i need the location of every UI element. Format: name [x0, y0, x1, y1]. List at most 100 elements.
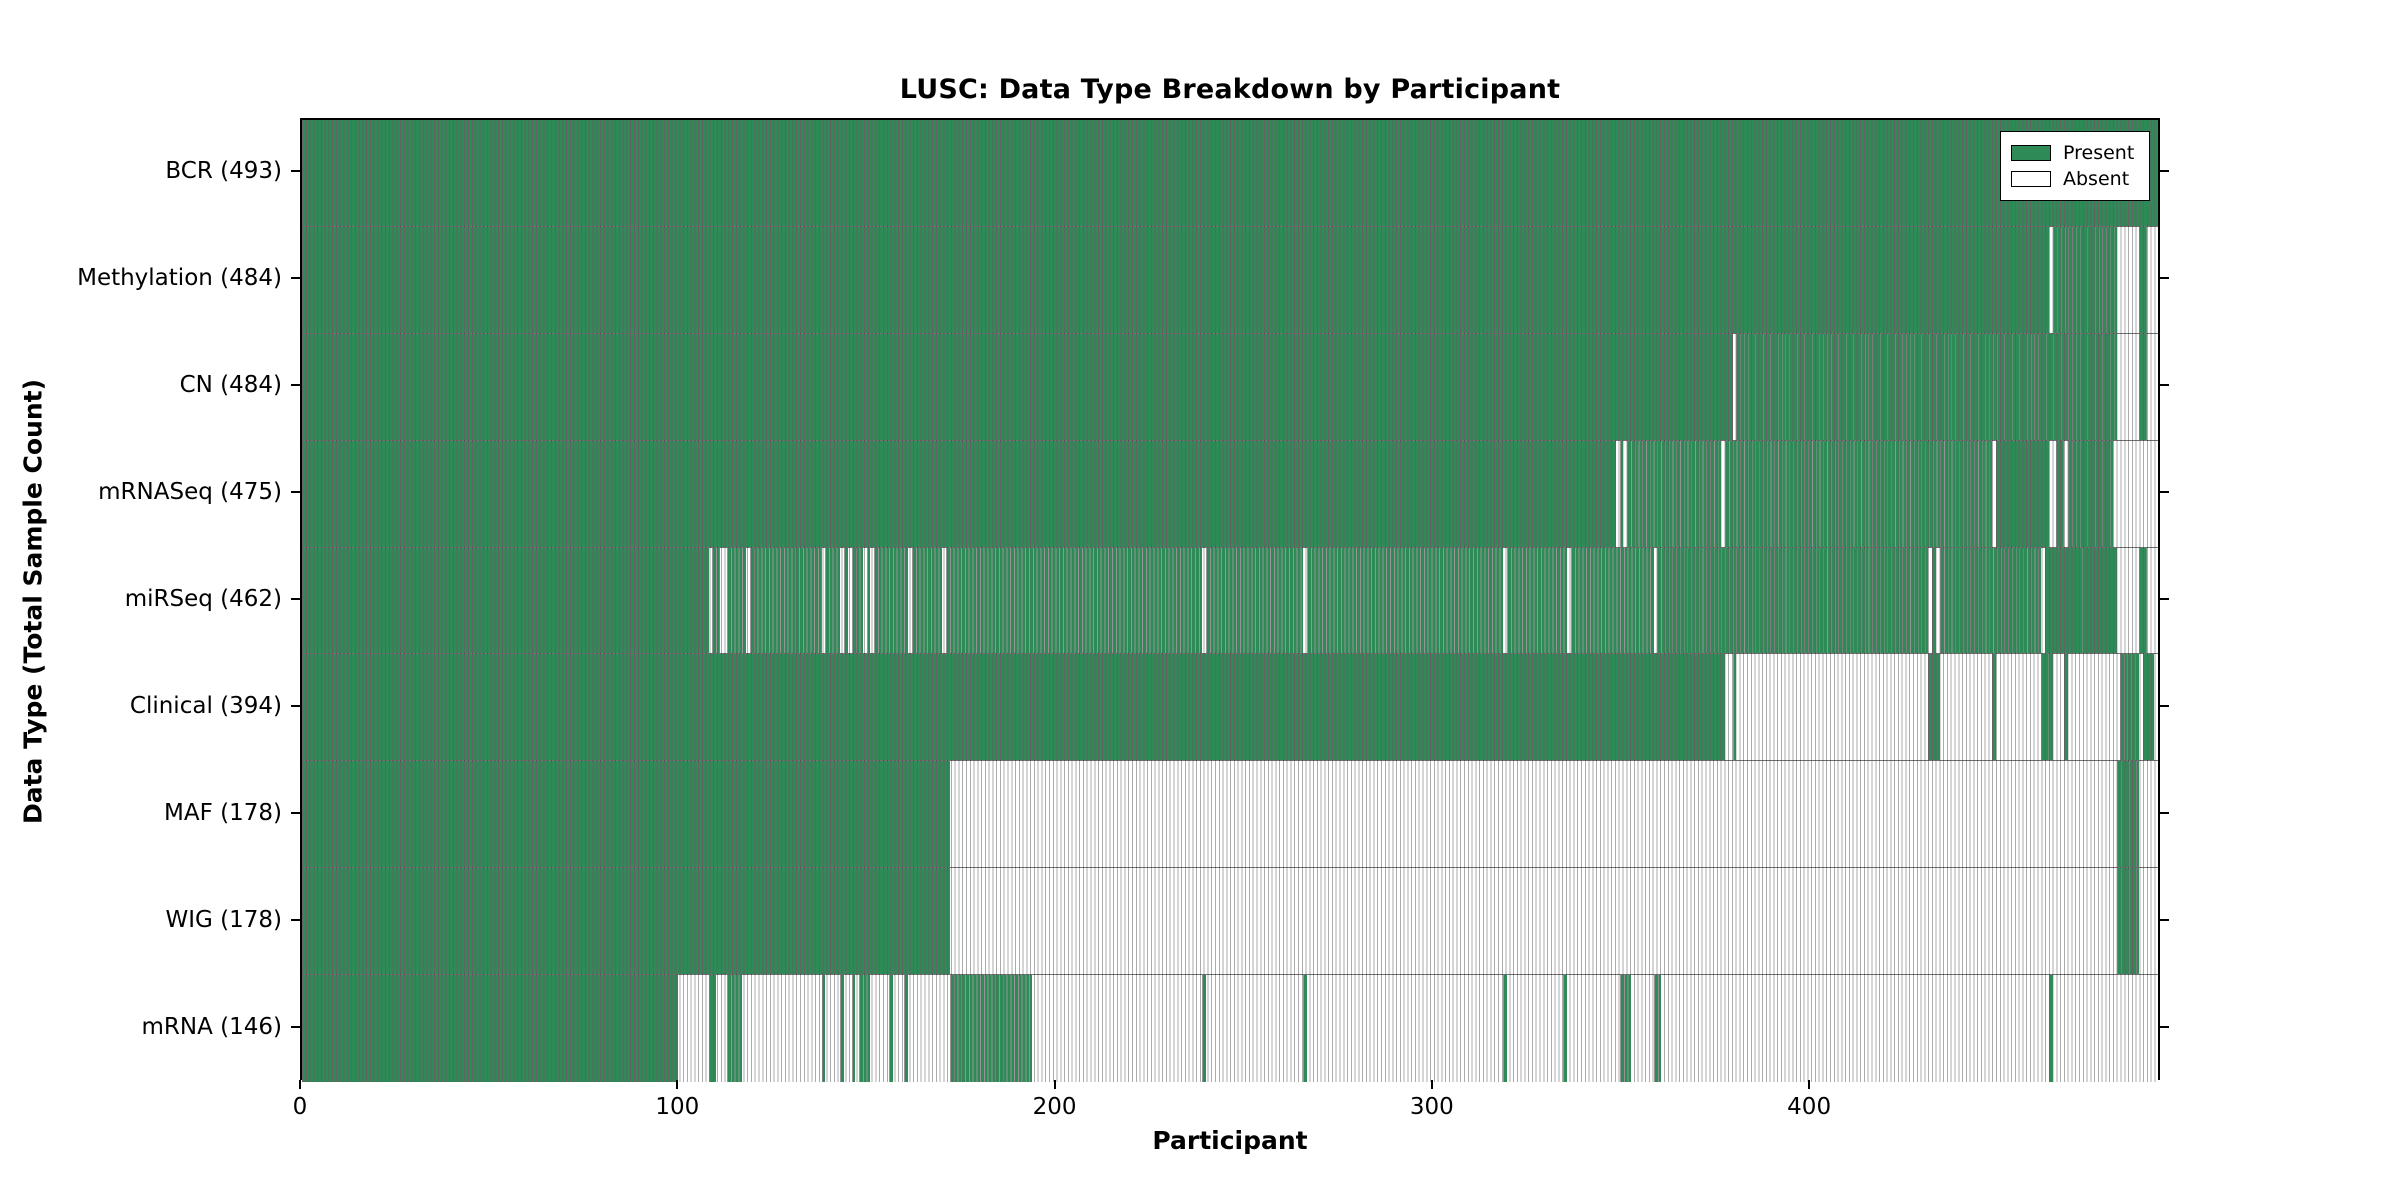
y-tick-label-mrna: mRNA (146) [141, 1013, 282, 1040]
present-segment [727, 547, 747, 654]
x-axis-label: Participant [1152, 1126, 1308, 1155]
x-tick-mark [1430, 1080, 1433, 1089]
present-segment [851, 975, 856, 1082]
present-segment [844, 547, 848, 654]
present-segment [302, 975, 679, 1082]
present-segment [825, 547, 841, 654]
y-tick-mark-left [291, 384, 300, 387]
present-segment [2052, 226, 2117, 333]
present-segment [2142, 654, 2155, 761]
legend-entry-absent: Absent [2011, 166, 2139, 192]
x-tick-mark [1808, 1080, 1811, 1089]
present-segment [1992, 654, 1997, 761]
y-tick-label-wig: WIG (178) [165, 906, 282, 933]
y-tick-mark-left [291, 491, 300, 494]
present-segment [1932, 547, 1936, 654]
x-tick-label: 100 [655, 1094, 700, 1120]
y-tick-mark-right [2160, 1025, 2169, 1028]
present-segment [2063, 654, 2068, 761]
row-maf [302, 761, 2158, 869]
present-segment [302, 868, 950, 975]
present-segment [2116, 868, 2140, 975]
present-segment [1307, 547, 1503, 654]
present-segment [302, 761, 950, 868]
present-segment [1928, 654, 1940, 761]
row-methylation [302, 226, 2158, 334]
present-segment [1563, 975, 1567, 1082]
present-segment [911, 547, 942, 654]
y-tick-mark-left [291, 811, 300, 814]
present-segment [2045, 547, 2117, 654]
absent-swatch-icon [2011, 171, 2051, 187]
present-segment [1506, 547, 1567, 654]
present-segment [949, 975, 1033, 1082]
y-tick-mark-left [291, 170, 300, 173]
y-tick-mark-left [291, 918, 300, 921]
present-segment [1653, 975, 1662, 1082]
present-segment [840, 975, 845, 1082]
y-tick-mark-right [2160, 170, 2169, 173]
y-tick-mark-right [2160, 384, 2169, 387]
row-wig [302, 868, 2158, 976]
present-segment [945, 547, 1202, 654]
present-segment [2139, 226, 2147, 333]
y-tick-mark-right [2160, 598, 2169, 600]
present-segment [889, 975, 894, 1082]
y-tick-mark-right [2160, 811, 2169, 814]
present-segment [1619, 975, 1631, 1082]
present-segment [302, 333, 1733, 440]
present-segment [1570, 547, 1654, 654]
x-tick-label: 400 [1787, 1094, 1832, 1120]
y-tick-mark-right [2160, 704, 2169, 707]
x-tick-label: 200 [1032, 1094, 1077, 1120]
chart-title: LUSC: Data Type Breakdown by Participant [899, 74, 1561, 105]
present-segment [1205, 547, 1304, 654]
legend: Present Absent [2000, 131, 2150, 201]
y-tick-mark-left [291, 277, 300, 280]
present-segment [1736, 333, 2117, 440]
x-tick-label: 300 [1409, 1094, 1454, 1120]
y-tick-mark-right [2160, 918, 2169, 921]
row-bcr [302, 120, 2158, 227]
present-segment [1201, 975, 1206, 1082]
present-segment [302, 120, 2158, 226]
present-segment [2041, 654, 2053, 761]
present-segment [2056, 440, 2064, 547]
y-tick-label-mrnaseq: mRNASeq (475) [98, 479, 282, 506]
row-cn [302, 333, 2158, 441]
legend-label-absent: Absent [2063, 167, 2130, 190]
present-segment [1627, 440, 1722, 547]
y-tick-label-methylation: Methylation (484) [77, 265, 282, 292]
x-tick-mark [676, 1080, 679, 1089]
present-segment [874, 547, 909, 654]
legend-label-present: Present [2063, 141, 2135, 164]
present-segment [1657, 547, 1929, 654]
present-segment [302, 226, 2049, 333]
present-segment [2139, 333, 2147, 440]
y-tick-label-clinical: Clinical (394) [129, 692, 282, 719]
x-tick-mark [1053, 1080, 1056, 1089]
x-tick-mark [299, 1080, 301, 1089]
y-tick-label-cn: CN (484) [179, 372, 282, 399]
present-segment [750, 547, 822, 654]
y-tick-mark-left [291, 598, 300, 600]
y-tick-label-bcr: BCR (493) [165, 158, 282, 185]
present-swatch-icon [2011, 145, 2051, 161]
y-tick-mark-right [2160, 277, 2169, 280]
present-segment [1725, 440, 1993, 547]
legend-entry-present: Present [2011, 140, 2139, 166]
row-mrna [302, 975, 2158, 1082]
row-clinical [302, 654, 2158, 762]
present-segment [1939, 547, 2042, 654]
y-tick-mark-left [291, 1025, 300, 1028]
present-segment [1303, 975, 1308, 1082]
row-mirseq [302, 547, 2158, 655]
present-segment [821, 975, 826, 1082]
y-tick-label-mirseq: miRSeq (462) [124, 586, 282, 612]
present-segment [2116, 761, 2140, 868]
plot-area: Present Absent [300, 118, 2160, 1082]
present-segment [2067, 440, 2113, 547]
present-segment [1732, 654, 1737, 761]
present-segment [712, 547, 720, 654]
